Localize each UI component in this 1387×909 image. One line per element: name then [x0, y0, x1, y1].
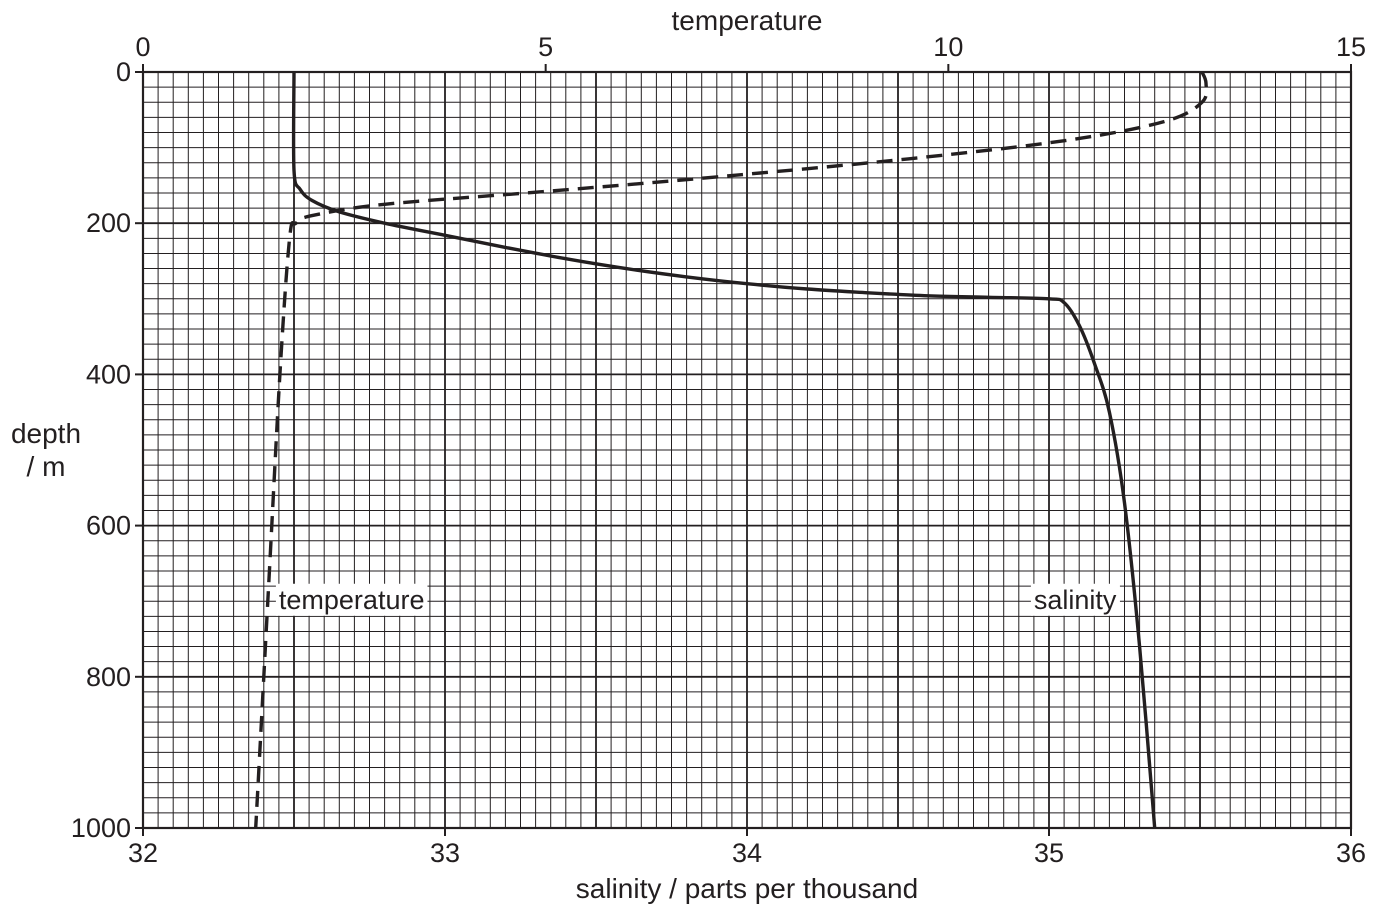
y-tick-label: 800	[86, 662, 131, 692]
y-tick-label: 600	[86, 511, 131, 541]
top-x-tick-label: 0	[135, 32, 150, 62]
y-tick-label: 400	[86, 359, 131, 389]
salinity-annotation: salinity	[1030, 583, 1120, 616]
top-axis-title: temperature	[672, 5, 823, 36]
temperature-annotation: temperature	[275, 583, 428, 616]
graph-paper-grid	[143, 72, 1351, 828]
temperature-curve	[254, 71, 1209, 829]
bottom-x-tick-label: 32	[128, 838, 158, 868]
top-x-tick-label: 15	[1336, 32, 1366, 62]
salinity-annotation-bg	[1030, 583, 1120, 616]
y-tick-label: 0	[116, 57, 131, 87]
series-annotations: temperature salinity	[275, 583, 1120, 616]
series-lines	[254, 71, 1209, 829]
bottom-x-tick-label: 36	[1336, 838, 1366, 868]
bottom-axis-title: salinity / parts per thousand	[576, 873, 918, 904]
y-tick-label: 200	[86, 208, 131, 238]
temperature-annotation-label: temperature	[279, 585, 425, 615]
y-axis-title-line1: depth	[11, 418, 81, 449]
top-x-tick-label: 5	[538, 32, 553, 62]
y-tick-label: 1000	[71, 813, 131, 843]
salinity-annotation-label: salinity	[1034, 585, 1117, 615]
bottom-x-tick-label: 35	[1034, 838, 1064, 868]
temperature-annotation-bg	[275, 583, 428, 616]
axis-ticks: 0 200 400 600 800 1000 0 5 10 15 32 33 34 35 36	[71, 32, 1366, 868]
bottom-x-tick-label: 33	[430, 838, 460, 868]
bottom-x-tick-label: 34	[732, 838, 762, 868]
top-x-tick-label: 10	[933, 32, 963, 62]
y-axis-title-line2: / m	[27, 451, 66, 482]
